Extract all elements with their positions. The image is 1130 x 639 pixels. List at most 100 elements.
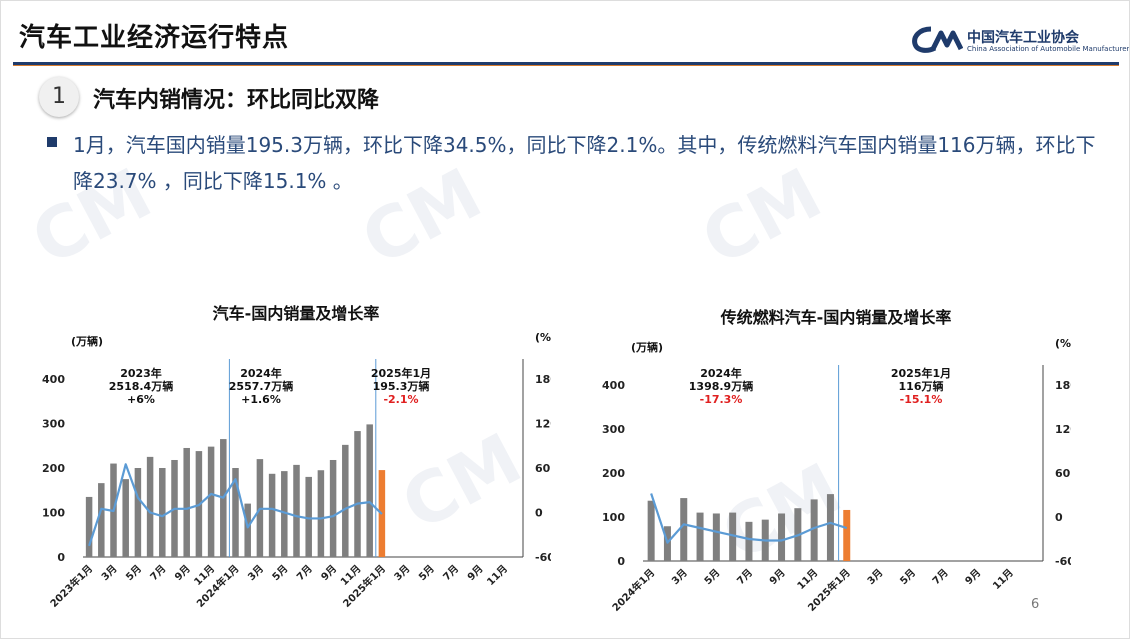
annotation-year: 2025年1月 [891, 366, 951, 380]
bar [729, 512, 737, 561]
y2-tick-label: 180 [535, 373, 551, 386]
x-tick-label: 7月 [148, 563, 168, 583]
annotation-growth: +1.6% [241, 393, 281, 406]
y-tick-label: 400 [602, 379, 625, 392]
x-tick-label: 5月 [124, 563, 144, 583]
y-tick-label: 100 [602, 511, 625, 524]
x-tick-label: 5月 [416, 563, 436, 583]
bar [281, 471, 288, 557]
annotation-year: 2023年 [120, 366, 162, 380]
bar [366, 424, 373, 557]
annotation-total: 1398.9万辆 [689, 379, 753, 393]
bar [244, 503, 251, 557]
bar [122, 479, 129, 557]
bar [826, 494, 834, 561]
x-tick-label: 3月 [392, 563, 412, 583]
annotation-total: 195.3万辆 [373, 379, 430, 393]
x-tick-label: 5月 [270, 563, 290, 583]
annotation-year: 2024年 [700, 366, 742, 380]
x-tick-label: 7月 [735, 567, 755, 587]
page-title: 汽车工业经济运行特点 [19, 23, 290, 53]
bullet-square [47, 137, 57, 147]
x-tick-label: 5月 [702, 567, 722, 587]
bar [98, 483, 105, 557]
y2-tick-label: 120 [1055, 423, 1071, 436]
bar [293, 464, 300, 557]
y2-tick-label: -60 [1055, 555, 1071, 568]
chart-title: 汽车-国内销量及增长率 [213, 304, 380, 323]
y2-tick-label: 180 [1055, 379, 1071, 392]
chart-svg: 汽车-国内销量及增长率 (万辆) (%) 0 100 200 300 400 -60 0 60 120… [42, 304, 558, 610]
section-number: 1 [39, 77, 79, 117]
x-tick-label: 3月 [865, 567, 885, 587]
annotation-growth: -17.3% [700, 393, 743, 406]
x-tick-label: 9月 [767, 567, 787, 587]
bar [745, 521, 753, 561]
annotation-total: 2518.4万辆 [109, 379, 173, 393]
annotation-growth: -2.1% [383, 393, 418, 406]
bar-latest [843, 509, 851, 561]
summary-paragraph: 1月，汽车国内销量195.3万辆，环比下降34.5%，同比下降2.1%。其中，传… [73, 133, 1096, 193]
x-tick-label: 5月 [898, 567, 918, 587]
annotation-growth: -15.1% [900, 393, 943, 406]
annotation-growth: +6% [127, 393, 155, 406]
x-tick-label: 11月 [485, 563, 510, 588]
y-tick-label: 0 [617, 555, 625, 568]
chart-auto-domestic-sales: 汽车-国内销量及增长率 (万辆) (%) 0 100 200 300 400 -60 0 60 120… [41, 301, 558, 621]
page-number: 6 [1031, 597, 1040, 612]
bar [134, 468, 142, 557]
bar [146, 456, 154, 557]
y2-tick-label: 60 [1055, 467, 1071, 480]
bar [317, 470, 325, 557]
y-tick-label: 200 [602, 467, 625, 480]
bar [207, 446, 215, 557]
annotation-year: 2025年1月 [371, 366, 431, 380]
x-tick-label: 11月 [990, 567, 1015, 592]
x-tick-label: 3月 [99, 563, 119, 583]
bar [647, 500, 655, 561]
y-tick-label: 100 [42, 507, 65, 520]
y-tick-label: 300 [602, 423, 625, 436]
section-title: 汽车内销情况：环比同比双降 [93, 88, 380, 113]
bar [329, 459, 337, 557]
y-axis-unit: (万辆) [631, 340, 663, 354]
bar [305, 476, 312, 557]
bar [342, 444, 349, 557]
y-tick-label: 200 [42, 462, 65, 475]
header-divider [13, 62, 1119, 65]
x-tick-label: 9月 [172, 563, 192, 583]
y-tick-label: 400 [42, 373, 65, 386]
bar [680, 498, 688, 561]
bar [159, 468, 166, 557]
x-tick-label: 9月 [465, 563, 485, 583]
growth-rate-line [650, 493, 848, 544]
bar [354, 431, 361, 557]
x-tick-label: 2023年1月 [47, 562, 95, 610]
x-tick-label: 3月 [669, 567, 689, 587]
growth-rate-line [88, 463, 383, 547]
annotation-total: 116万辆 [899, 379, 944, 393]
y-tick-label: 0 [57, 551, 65, 564]
chart-svg: 传统燃料汽车-国内销量及增长率 (万辆) (%) 0 100 200 300 400 -60 0 6… [602, 308, 1078, 614]
x-tick-label: 3月 [246, 563, 266, 583]
y-axis-unit: (万辆) [71, 334, 103, 348]
y2-axis-unit: (%) [1055, 337, 1071, 350]
x-tick-label: 9月 [963, 567, 983, 587]
y-tick-label: 300 [42, 418, 65, 431]
logo: 中国汽车工业协会 China Association of Automobile… [911, 25, 1129, 55]
header-divider-accent [13, 65, 1119, 66]
y2-tick-label: 0 [535, 507, 543, 520]
bar [696, 512, 704, 561]
x-tick-label: 7月 [441, 563, 461, 583]
y2-axis-unit: (%) [535, 331, 551, 344]
y2-tick-label: 60 [535, 462, 551, 475]
caam-logo-icon [912, 26, 963, 53]
y2-tick-label: 120 [535, 418, 551, 431]
bar [268, 473, 276, 557]
logo-cn-text: 中国汽车工业协会 [967, 30, 1079, 46]
x-tick-label: 9月 [319, 563, 339, 583]
bar [778, 513, 786, 561]
bar [183, 447, 190, 557]
x-tick-label: 2024年1月 [609, 566, 657, 614]
